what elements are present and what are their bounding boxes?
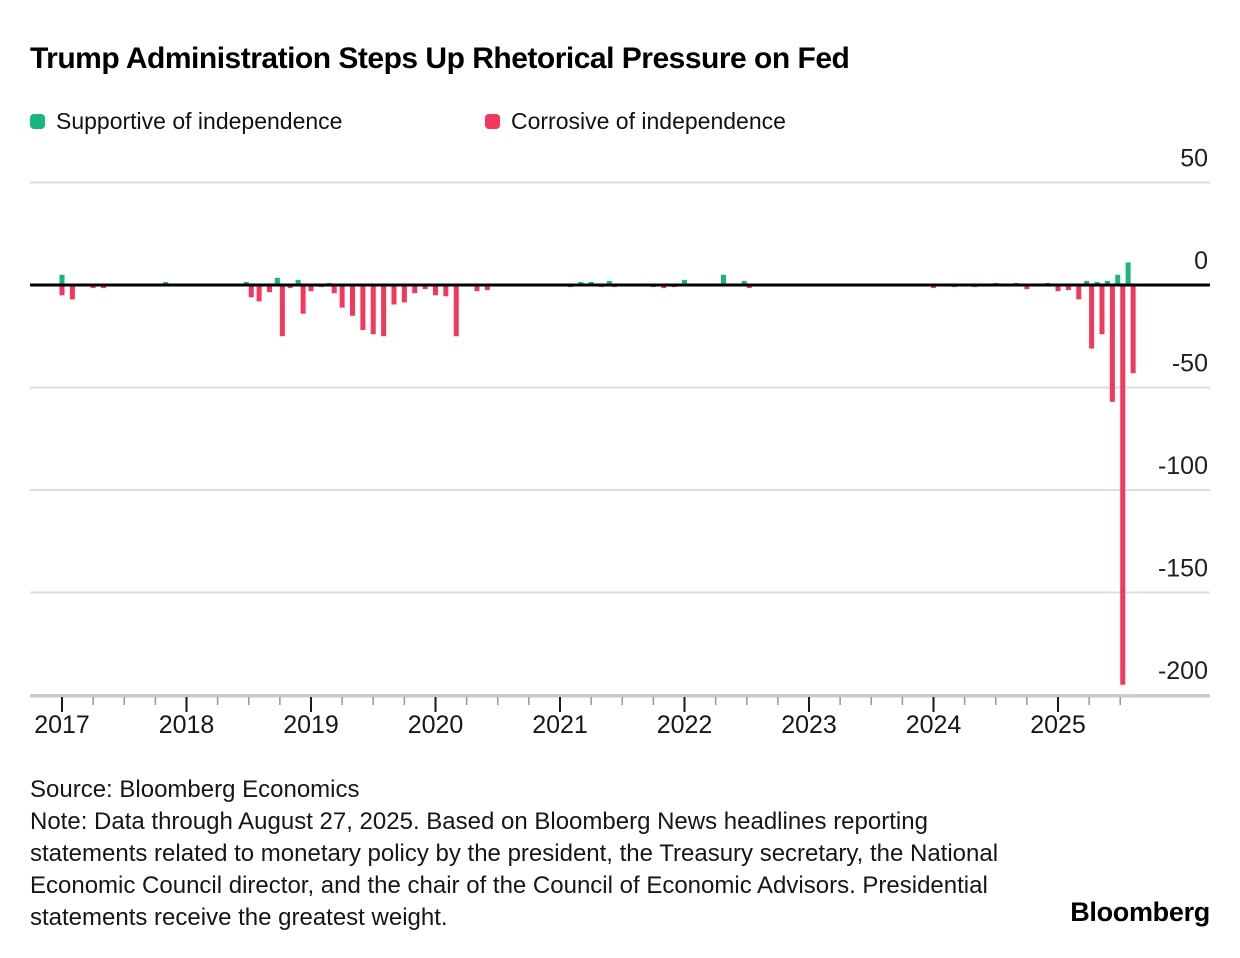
x-tick-label: 2020 [408,711,464,739]
bar-corrosive [279,285,285,337]
bar-corrosive [381,285,387,337]
y-tick-label: -150 [1158,555,1208,583]
bar-supportive [606,280,612,285]
bar-supportive [588,281,594,285]
y-tick-label: 50 [1180,145,1208,173]
corrosive-swatch-icon [485,114,500,129]
bar-supportive [295,279,301,285]
bar-corrosive [1120,285,1126,685]
bar-corrosive [101,285,106,289]
bar-corrosive [360,285,366,331]
bar-corrosive [412,285,418,294]
x-tick-label: 2017 [34,711,90,739]
bar-corrosive [1099,285,1105,335]
bar-supportive [59,274,65,285]
bar-corrosive [1024,285,1030,290]
x-tick-label: 2022 [657,711,713,739]
bar-corrosive [931,285,936,289]
bar-supportive [682,279,687,285]
bar-supportive [1104,280,1110,285]
bar-corrosive [256,285,262,302]
chart-title: Trump Administration Steps Up Rhetorical… [30,42,850,75]
chart-footer: Source: Bloomberg Economics Note: Data t… [30,774,1050,934]
bar-corrosive [484,285,490,291]
methodology-note: Note: Data through August 27, 2025. Base… [30,808,999,931]
bar-corrosive [1130,285,1136,374]
bar-corrosive [1055,285,1061,292]
supportive-swatch-icon [30,114,45,129]
bar-corrosive [433,285,438,296]
bar-supportive [1094,281,1100,285]
y-tick-label: 0 [1194,247,1208,275]
bar-corrosive [248,285,254,298]
bar-corrosive [300,285,306,314]
bar-corrosive [90,285,96,289]
bar-corrosive [746,285,752,289]
bar-corrosive [69,285,75,300]
bar-corrosive [267,285,272,293]
bar-supportive [243,281,249,285]
bloomberg-logo: Bloomberg [1070,897,1210,927]
bar-supportive [578,281,584,285]
bar-corrosive [287,285,293,289]
y-tick-label: -200 [1158,657,1208,685]
bar-corrosive [59,285,65,296]
legend-item-supportive: Supportive of independence [30,108,342,135]
bar-corrosive [453,285,459,337]
x-tick-label: 2018 [159,711,215,739]
bar-chart: 50 0 -50 -100 -150 -200 2017 2018 2019 2020 2021 20… [30,145,1210,739]
x-tick-label: 2021 [532,711,588,739]
bar-supportive [163,281,169,285]
source-note: Source: Bloomberg Economics [30,776,360,803]
bar-supportive [274,277,280,285]
x-tick-label: 2025 [1030,711,1086,739]
bar-corrosive [1109,285,1115,402]
x-tick-label: 2023 [781,711,837,739]
bar-supportive [1125,262,1131,285]
legend-label-corrosive: Corrosive of independence [511,108,786,134]
bar-corrosive [391,285,397,305]
bar-corrosive [1065,285,1071,291]
bar-corrosive [308,285,314,292]
bar-supportive [721,274,726,285]
bar-corrosive [331,285,337,294]
bar-corrosive [443,285,449,297]
x-tick-label: 2024 [906,711,962,739]
x-tick-label: 2019 [283,711,339,739]
y-tick-label: -50 [1172,350,1208,378]
bar-corrosive [1076,285,1082,300]
bar-corrosive [474,285,480,292]
bar-supportive [1084,280,1090,285]
bar-corrosive [350,285,355,316]
bar-corrosive [401,285,407,303]
legend-label-supportive: Supportive of independence [56,108,343,134]
bar-corrosive [370,285,376,335]
bar-corrosive [422,285,428,290]
legend-item-corrosive: Corrosive of independence [485,108,786,135]
bar-corrosive [1089,285,1095,349]
bar-supportive [1115,274,1121,285]
legend: Supportive of independence Corrosive of … [0,108,1240,138]
bar-corrosive [661,285,667,289]
bar-supportive [741,280,747,285]
bar-corrosive [339,285,345,308]
y-tick-label: -100 [1158,452,1208,480]
